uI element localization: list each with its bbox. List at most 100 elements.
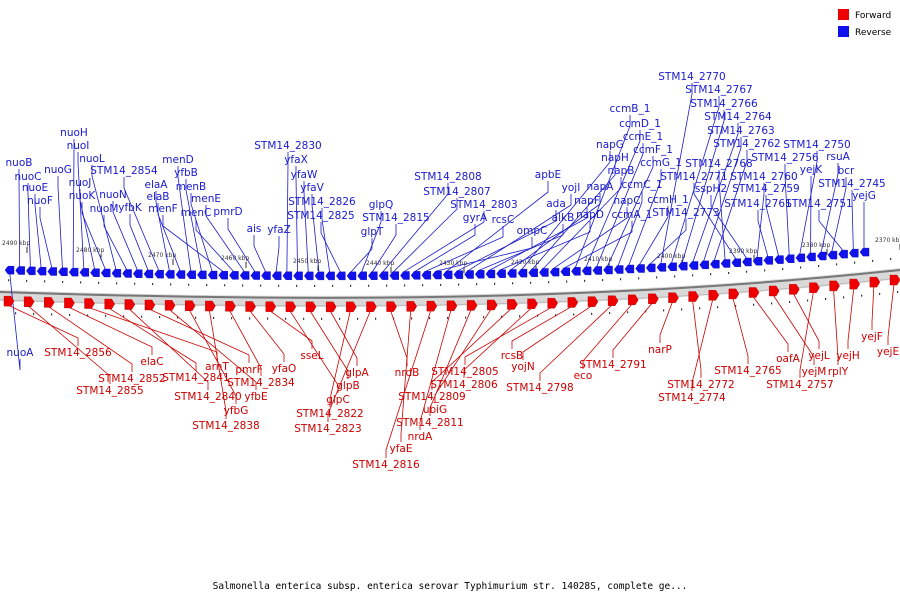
reverse-gene-arrow[interactable] <box>90 268 100 277</box>
reverse-gene-arrow[interactable] <box>613 265 624 274</box>
reverse-gene-arrow[interactable] <box>635 264 645 273</box>
forward-gene-arrow[interactable] <box>185 300 196 311</box>
reverse-gene-arrow[interactable] <box>795 253 806 263</box>
reverse-gene-arrow[interactable] <box>592 266 603 275</box>
forward-gene-arrow[interactable] <box>466 300 478 311</box>
reverse-gene-arrow[interactable] <box>293 271 303 281</box>
forward-gene-arrow[interactable] <box>44 297 55 308</box>
reverse-gene-arrow[interactable] <box>699 260 709 270</box>
reverse-gene-arrow[interactable] <box>15 266 25 275</box>
reverse-gene-arrow[interactable] <box>165 270 175 279</box>
reverse-gene-arrow[interactable] <box>410 271 421 280</box>
reverse-gene-arrow[interactable] <box>314 271 325 281</box>
reverse-gene-arrow[interactable] <box>688 261 699 270</box>
reverse-gene-arrow[interactable] <box>656 263 667 272</box>
forward-gene-arrow[interactable] <box>768 285 780 297</box>
reverse-gene-arrow[interactable] <box>261 271 271 280</box>
reverse-gene-arrow[interactable] <box>806 252 816 262</box>
reverse-gene-arrow[interactable] <box>336 271 346 281</box>
reverse-gene-arrow[interactable] <box>560 267 570 276</box>
forward-gene-arrow[interactable] <box>648 293 659 305</box>
reverse-gene-arrow[interactable] <box>720 259 731 268</box>
reverse-gene-arrow[interactable] <box>47 267 57 276</box>
forward-gene-arrow[interactable] <box>688 291 699 302</box>
reverse-gene-arrow[interactable] <box>539 268 549 277</box>
reverse-gene-arrow[interactable] <box>271 271 282 280</box>
reverse-gene-arrow[interactable] <box>421 271 432 280</box>
reverse-gene-arrow[interactable] <box>517 268 528 278</box>
forward-gene-arrow[interactable] <box>285 301 297 312</box>
forward-gene-arrow[interactable] <box>84 298 95 309</box>
forward-gene-arrow[interactable] <box>789 284 800 295</box>
reverse-gene-arrow[interactable] <box>549 267 560 277</box>
reverse-gene-arrow[interactable] <box>304 271 314 281</box>
forward-gene-arrow[interactable] <box>144 299 156 311</box>
forward-gene-arrow[interactable] <box>305 301 317 313</box>
reverse-gene-arrow[interactable] <box>496 269 506 278</box>
forward-gene-arrow[interactable] <box>567 297 579 308</box>
reverse-gene-arrow[interactable] <box>581 266 592 276</box>
forward-gene-arrow[interactable] <box>748 287 760 298</box>
reverse-gene-arrow[interactable] <box>400 271 410 280</box>
reverse-gene-arrow[interactable] <box>624 264 635 274</box>
reverse-gene-arrow[interactable] <box>849 248 859 258</box>
forward-gene-arrow[interactable] <box>809 282 820 293</box>
reverse-gene-arrow[interactable] <box>197 270 207 280</box>
reverse-gene-arrow[interactable] <box>250 271 261 280</box>
forward-gene-arrow[interactable] <box>205 300 216 312</box>
reverse-gene-arrow[interactable] <box>282 271 293 280</box>
reverse-gene-arrow[interactable] <box>731 258 741 267</box>
reverse-gene-arrow[interactable] <box>143 269 154 279</box>
forward-gene-arrow[interactable] <box>889 274 900 286</box>
reverse-gene-arrow[interactable] <box>133 269 143 278</box>
forward-gene-arrow[interactable] <box>587 296 599 307</box>
reverse-gene-arrow[interactable] <box>453 270 464 279</box>
reverse-gene-arrow[interactable] <box>859 247 870 257</box>
reverse-gene-arrow[interactable] <box>507 269 517 278</box>
reverse-gene-arrow[interactable] <box>26 266 36 276</box>
reverse-gene-arrow[interactable] <box>368 271 378 280</box>
reverse-gene-arrow[interactable] <box>485 269 496 279</box>
reverse-gene-arrow[interactable] <box>186 270 196 279</box>
reverse-gene-arrow[interactable] <box>742 257 752 267</box>
forward-gene-arrow[interactable] <box>3 295 15 307</box>
forward-gene-arrow[interactable] <box>547 297 558 309</box>
forward-gene-arrow[interactable] <box>225 301 236 312</box>
forward-gene-arrow[interactable] <box>728 288 740 300</box>
reverse-gene-arrow[interactable] <box>752 257 763 266</box>
forward-gene-arrow[interactable] <box>265 301 277 312</box>
forward-gene-arrow[interactable] <box>366 301 377 312</box>
forward-gene-arrow[interactable] <box>446 300 458 312</box>
reverse-gene-arrow[interactable] <box>36 266 47 276</box>
forward-gene-arrow[interactable] <box>245 301 256 312</box>
reverse-gene-arrow[interactable] <box>207 270 218 280</box>
forward-gene-arrow[interactable] <box>386 301 397 312</box>
reverse-gene-arrow[interactable] <box>389 271 399 280</box>
forward-gene-arrow[interactable] <box>628 294 639 306</box>
reverse-gene-arrow[interactable] <box>325 271 335 281</box>
reverse-gene-arrow[interactable] <box>432 270 442 280</box>
reverse-gene-arrow[interactable] <box>603 265 613 275</box>
reverse-gene-arrow[interactable] <box>528 268 538 278</box>
reverse-gene-arrow[interactable] <box>378 271 389 280</box>
forward-gene-arrow[interactable] <box>406 301 417 312</box>
reverse-gene-arrow[interactable] <box>229 271 239 280</box>
forward-gene-arrow[interactable] <box>829 280 840 292</box>
reverse-gene-arrow[interactable] <box>667 262 677 271</box>
reverse-gene-arrow[interactable] <box>357 271 367 281</box>
reverse-gene-arrow[interactable] <box>239 271 250 280</box>
forward-gene-arrow[interactable] <box>164 300 176 311</box>
reverse-gene-arrow[interactable] <box>4 265 15 275</box>
reverse-gene-arrow[interactable] <box>100 268 111 278</box>
reverse-gene-arrow[interactable] <box>763 256 774 265</box>
reverse-gene-arrow[interactable] <box>710 259 720 269</box>
reverse-gene-arrow[interactable] <box>774 255 784 264</box>
reverse-gene-arrow[interactable] <box>79 268 90 277</box>
forward-gene-arrow[interactable] <box>487 299 498 311</box>
forward-gene-arrow[interactable] <box>426 300 438 312</box>
reverse-gene-arrow[interactable] <box>111 269 122 278</box>
reverse-gene-arrow[interactable] <box>58 267 68 277</box>
forward-gene-arrow[interactable] <box>64 297 75 309</box>
forward-gene-arrow[interactable] <box>346 301 357 313</box>
reverse-gene-arrow[interactable] <box>817 251 827 261</box>
